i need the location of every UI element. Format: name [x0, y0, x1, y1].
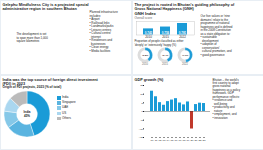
svg-text:2015: 2015	[162, 36, 169, 40]
svg-text:13: 13	[162, 139, 165, 142]
html-text:The development is set to span: The development is set to span more than…	[16, 32, 48, 44]
svg-text:−15: −15	[138, 136, 143, 139]
html-text:India was the top source of fo: India was the top source of foreign dire…	[2, 77, 98, 86]
html-text:UAE: UAE	[62, 105, 69, 110]
svg-text:2022: 2022	[179, 36, 186, 40]
svg-text:0: 0	[141, 110, 143, 113]
svg-text:10: 10	[150, 139, 153, 142]
svg-text:19: 19	[186, 139, 189, 142]
html-text:Proportion of people classifie: Proportion of people classified as eithe…	[134, 39, 184, 47]
svg-text:0.743: 0.743	[144, 31, 152, 35]
html-text:GNH Index: GNH Index	[134, 11, 156, 17]
html-text:Bhutan – the world's first cou: Bhutan – the world's first country to ad…	[212, 77, 241, 120]
svg-text:18: 18	[182, 139, 185, 142]
svg-text:43.4%: 43.4%	[161, 54, 168, 56]
html-text:Planned infrastructure include: Planned infrastructure includes: • Airpo…	[89, 10, 118, 53]
html-text:Gelephu Mindfulness City is a: Gelephu Mindfulness City is a projected …	[2, 2, 89, 11]
svg-text:11: 11	[154, 139, 157, 142]
html-text:Our five values or 'nine domai: Our five values or 'nine domains' relate…	[200, 14, 233, 57]
svg-text:21: 21	[194, 139, 197, 142]
svg-text:5: 5	[141, 101, 143, 104]
svg-text:2015: 2015	[162, 62, 168, 66]
html-text:Overall score: Overall score	[134, 15, 153, 20]
html-text:Singapore: Singapore	[62, 100, 76, 105]
html-text:Others: Others	[62, 115, 71, 120]
svg-text:2022: 2022	[182, 62, 188, 66]
svg-text:40.8%: 40.8%	[141, 54, 148, 56]
svg-text:12: 12	[158, 139, 161, 142]
svg-text:0.756: 0.756	[161, 31, 169, 35]
svg-text:16: 16	[174, 139, 177, 142]
html-text:US: US	[62, 110, 67, 115]
svg-text:−10: −10	[138, 127, 143, 130]
svg-text:15: 15	[140, 84, 143, 87]
svg-text:India45%: India45%	[23, 110, 30, 117]
svg-text:22: 22	[198, 139, 201, 142]
svg-text:20: 20	[190, 139, 193, 142]
svg-text:2010: 2010	[142, 62, 148, 66]
html-text:GDP growth (%): GDP growth (%)	[134, 77, 164, 82]
svg-text:47.9%: 47.9%	[181, 54, 188, 56]
svg-text:23: 23	[202, 139, 205, 142]
svg-text:15: 15	[170, 139, 173, 142]
svg-text:17: 17	[178, 139, 181, 142]
svg-text:10: 10	[140, 93, 143, 96]
svg-text:0.781: 0.781	[178, 31, 186, 35]
svg-text:2010: 2010	[145, 36, 152, 40]
svg-text:14: 14	[166, 139, 169, 142]
html-text:India: India	[62, 95, 69, 100]
html-text:Origin of FDI projects, 2023 (: Origin of FDI projects, 2023 (% of total…	[2, 85, 62, 90]
svg-text:−5: −5	[140, 119, 143, 122]
html-text:The project is rooted in Bhuta: The project is rooted in Bhutan's guidin…	[134, 2, 235, 11]
